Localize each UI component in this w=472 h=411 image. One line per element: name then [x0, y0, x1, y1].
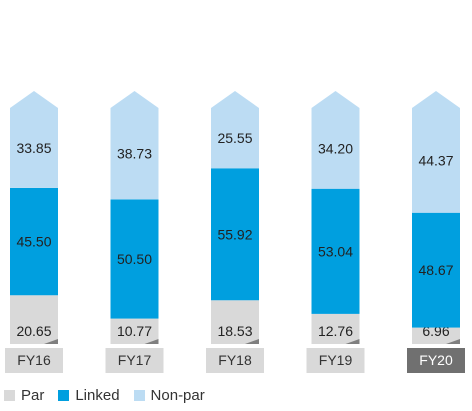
value-label-non-par-fy20: 44.37	[418, 152, 453, 168]
corner-shadow-fy18	[245, 339, 259, 344]
legend-label-non-par: Non-par	[150, 386, 205, 404]
value-label-non-par-fy17: 38.73	[117, 146, 152, 162]
bar-non-par-fy18	[211, 91, 259, 169]
legend-item-par: Par	[4, 387, 44, 404]
value-label-linked-fy18: 55.92	[217, 226, 252, 242]
value-label-non-par-fy19: 34.20	[318, 140, 353, 156]
legend-swatch-non-par	[133, 389, 145, 401]
tick-label-fy19: FY19	[319, 352, 353, 368]
bars-group: 20.65 45.50 33.85 10.77 50.50 38.73 18.53 55.92…	[10, 91, 460, 344]
tick-box-fy18	[206, 348, 264, 373]
legend-swatch-par	[4, 389, 15, 401]
legend-item-non-par: Non-par	[133, 386, 205, 404]
bar-non-par-fy16	[10, 91, 58, 188]
bar-par-fy17	[110, 318, 159, 344]
value-label-linked-fy19: 53.04	[318, 243, 353, 259]
value-label-linked-fy17: 50.50	[117, 251, 152, 267]
corner-shadow-fy16	[44, 339, 58, 344]
value-label-par-fy16: 20.65	[16, 323, 51, 339]
value-label-linked-fy20: 48.67	[418, 262, 453, 278]
tick-box-fy19	[306, 348, 365, 373]
bar-linked-fy19	[311, 188, 360, 314]
legend-label-linked: Linked	[75, 386, 120, 404]
value-label-par-fy19: 12.76	[318, 323, 353, 339]
tick-label-fy18: FY18	[218, 352, 252, 368]
value-label-linked-fy16: 45.50	[16, 234, 51, 250]
legend-item-linked: Linked	[58, 386, 120, 404]
corner-shadow-fy17	[144, 339, 159, 344]
tick-box-fy16	[5, 348, 63, 373]
bar-non-par-fy19	[311, 91, 360, 189]
x-axis: FY16 FY17 FY18 FY19 FY20	[5, 348, 465, 373]
legend-label-par: Par	[21, 386, 45, 404]
tick-box-fy17	[105, 348, 164, 373]
bar-par-fy16	[10, 295, 58, 344]
legend-swatch-linked	[58, 389, 70, 401]
bar-non-par-fy20	[412, 91, 460, 213]
corner-shadow-fy20	[446, 339, 460, 344]
bar-linked-fy17	[110, 199, 159, 319]
bar-par-fy19	[311, 313, 360, 344]
tick-label-fy16: FY16	[17, 352, 51, 368]
bar-par-fy18	[211, 300, 259, 344]
value-label-par-fy18: 18.53	[217, 323, 252, 339]
value-label-non-par-fy18: 25.55	[217, 130, 252, 146]
tick-box-fy20	[407, 348, 465, 373]
value-label-non-par-fy16: 33.85	[16, 140, 51, 156]
bar-linked-fy20	[412, 212, 460, 328]
corner-shadow-fy19	[345, 339, 360, 344]
bar-non-par-fy17	[110, 91, 159, 200]
value-label-par-fy17: 10.77	[117, 323, 152, 339]
tick-label-fy17: FY17	[118, 352, 152, 368]
bar-linked-fy16	[10, 187, 58, 296]
bar-linked-fy18	[211, 168, 259, 301]
bar-par-fy20	[412, 327, 460, 344]
legend: Par Linked Non-par	[4, 384, 205, 406]
tick-label-fy20: FY20	[419, 352, 453, 368]
